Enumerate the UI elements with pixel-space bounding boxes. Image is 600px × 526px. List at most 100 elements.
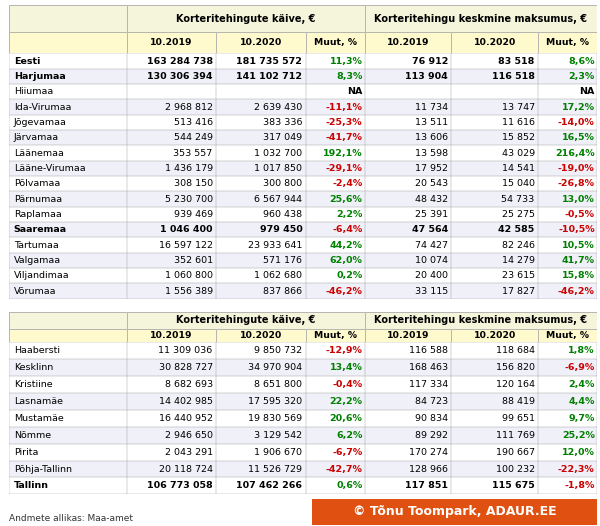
Text: 0,6%: 0,6% [336, 481, 362, 490]
Text: 14 541: 14 541 [502, 164, 535, 173]
Text: 14 279: 14 279 [502, 256, 535, 265]
Text: Muut, %: Muut, % [314, 38, 357, 47]
Text: 88 419: 88 419 [502, 397, 535, 406]
Text: 1 017 850: 1 017 850 [254, 164, 302, 173]
Text: 111 769: 111 769 [496, 431, 535, 440]
Text: 120 164: 120 164 [496, 380, 535, 389]
Text: -6,4%: -6,4% [332, 225, 362, 234]
Text: Korteritehingute käive, €: Korteritehingute käive, € [176, 316, 316, 326]
Text: 41,7%: 41,7% [562, 256, 595, 265]
Text: 48 432: 48 432 [415, 195, 448, 204]
Text: 141 102 712: 141 102 712 [236, 72, 302, 81]
Text: Kristiine: Kristiine [14, 380, 52, 389]
Text: 9,7%: 9,7% [568, 413, 595, 423]
Text: 5 230 700: 5 230 700 [164, 195, 212, 204]
Text: 13 747: 13 747 [502, 103, 535, 112]
Text: 90 834: 90 834 [415, 413, 448, 423]
Text: 15,8%: 15,8% [562, 271, 595, 280]
Text: 83 518: 83 518 [499, 57, 535, 66]
Text: 513 416: 513 416 [173, 118, 212, 127]
Text: 1 556 389: 1 556 389 [164, 287, 212, 296]
Text: 17 827: 17 827 [502, 287, 535, 296]
Text: 192,1%: 192,1% [323, 149, 362, 158]
Text: 42 585: 42 585 [499, 225, 535, 234]
Text: 300 800: 300 800 [263, 179, 302, 188]
Text: 107 462 266: 107 462 266 [236, 481, 302, 490]
Text: Lasnamäe: Lasnamäe [14, 397, 63, 406]
Text: 30 828 727: 30 828 727 [158, 363, 212, 372]
Text: Põhja-Tallinn: Põhja-Tallinn [14, 464, 72, 473]
Text: 25,2%: 25,2% [562, 431, 595, 440]
Text: 168 463: 168 463 [409, 363, 448, 372]
Text: 13,4%: 13,4% [329, 363, 362, 372]
Text: 12,0%: 12,0% [562, 448, 595, 457]
Text: -22,3%: -22,3% [558, 464, 595, 473]
Text: -42,7%: -42,7% [326, 464, 362, 473]
Text: 181 735 572: 181 735 572 [236, 57, 302, 66]
Text: 8,3%: 8,3% [336, 72, 362, 81]
Text: Lääne-Virumaa: Lääne-Virumaa [14, 164, 85, 173]
Text: 11 734: 11 734 [415, 103, 448, 112]
Text: -10,5%: -10,5% [558, 225, 595, 234]
Text: 20 543: 20 543 [415, 179, 448, 188]
Text: 117 334: 117 334 [409, 380, 448, 389]
Text: 308 150: 308 150 [173, 179, 212, 188]
Text: 34 970 904: 34 970 904 [248, 363, 302, 372]
Text: 13 598: 13 598 [415, 149, 448, 158]
Text: 25 275: 25 275 [502, 210, 535, 219]
Text: 1 060 800: 1 060 800 [164, 271, 212, 280]
Text: 47 564: 47 564 [412, 225, 448, 234]
Text: Harjumaa: Harjumaa [14, 72, 65, 81]
Text: 6,2%: 6,2% [336, 431, 362, 440]
Text: 23 933 641: 23 933 641 [248, 240, 302, 250]
Text: 9 850 732: 9 850 732 [254, 346, 302, 355]
Text: 74 427: 74 427 [415, 240, 448, 250]
Text: Järvamaa: Järvamaa [14, 133, 59, 142]
Text: -19,0%: -19,0% [558, 164, 595, 173]
Text: Hiiumaa: Hiiumaa [14, 87, 53, 96]
Text: 20 118 724: 20 118 724 [158, 464, 212, 473]
Text: 0,2%: 0,2% [336, 271, 362, 280]
Text: 128 966: 128 966 [409, 464, 448, 473]
Text: 837 866: 837 866 [263, 287, 302, 296]
Text: -2,4%: -2,4% [332, 179, 362, 188]
Text: 2 968 812: 2 968 812 [164, 103, 212, 112]
Text: Jõgevamaa: Jõgevamaa [14, 118, 67, 127]
Text: 113 904: 113 904 [405, 72, 448, 81]
Text: 100 232: 100 232 [496, 464, 535, 473]
Text: Muut, %: Muut, % [546, 331, 589, 340]
Text: Muut, %: Muut, % [546, 38, 589, 47]
Text: 10.2020: 10.2020 [473, 38, 516, 47]
Text: Haabersti: Haabersti [14, 346, 60, 355]
Text: 25 391: 25 391 [415, 210, 448, 219]
Text: 1 046 400: 1 046 400 [160, 225, 212, 234]
Text: 54 733: 54 733 [502, 195, 535, 204]
Text: 156 820: 156 820 [496, 363, 535, 372]
Text: 16,5%: 16,5% [562, 133, 595, 142]
Text: 20,6%: 20,6% [329, 413, 362, 423]
Text: 10.2020: 10.2020 [240, 331, 282, 340]
Text: 89 292: 89 292 [415, 431, 448, 440]
Text: 130 306 394: 130 306 394 [147, 72, 212, 81]
Text: 10 074: 10 074 [415, 256, 448, 265]
Text: 16 597 122: 16 597 122 [158, 240, 212, 250]
Text: Ida-Virumaa: Ida-Virumaa [14, 103, 71, 112]
Text: 19 830 569: 19 830 569 [248, 413, 302, 423]
Text: 571 176: 571 176 [263, 256, 302, 265]
Text: 17,2%: 17,2% [562, 103, 595, 112]
Text: -14,0%: -14,0% [558, 118, 595, 127]
Text: -26,8%: -26,8% [557, 179, 595, 188]
Text: 84 723: 84 723 [415, 397, 448, 406]
Text: -0,4%: -0,4% [332, 380, 362, 389]
Text: 13 606: 13 606 [415, 133, 448, 142]
Text: Kesklinn: Kesklinn [14, 363, 53, 372]
Text: 15 852: 15 852 [502, 133, 535, 142]
Text: 163 284 738: 163 284 738 [146, 57, 212, 66]
Text: Viljandimaa: Viljandimaa [14, 271, 70, 280]
Text: Pirita: Pirita [14, 448, 38, 457]
Text: NA: NA [347, 87, 362, 96]
Text: 82 246: 82 246 [502, 240, 535, 250]
Text: 13 511: 13 511 [415, 118, 448, 127]
Text: 10.2019: 10.2019 [387, 38, 430, 47]
Text: 1,8%: 1,8% [568, 346, 595, 355]
